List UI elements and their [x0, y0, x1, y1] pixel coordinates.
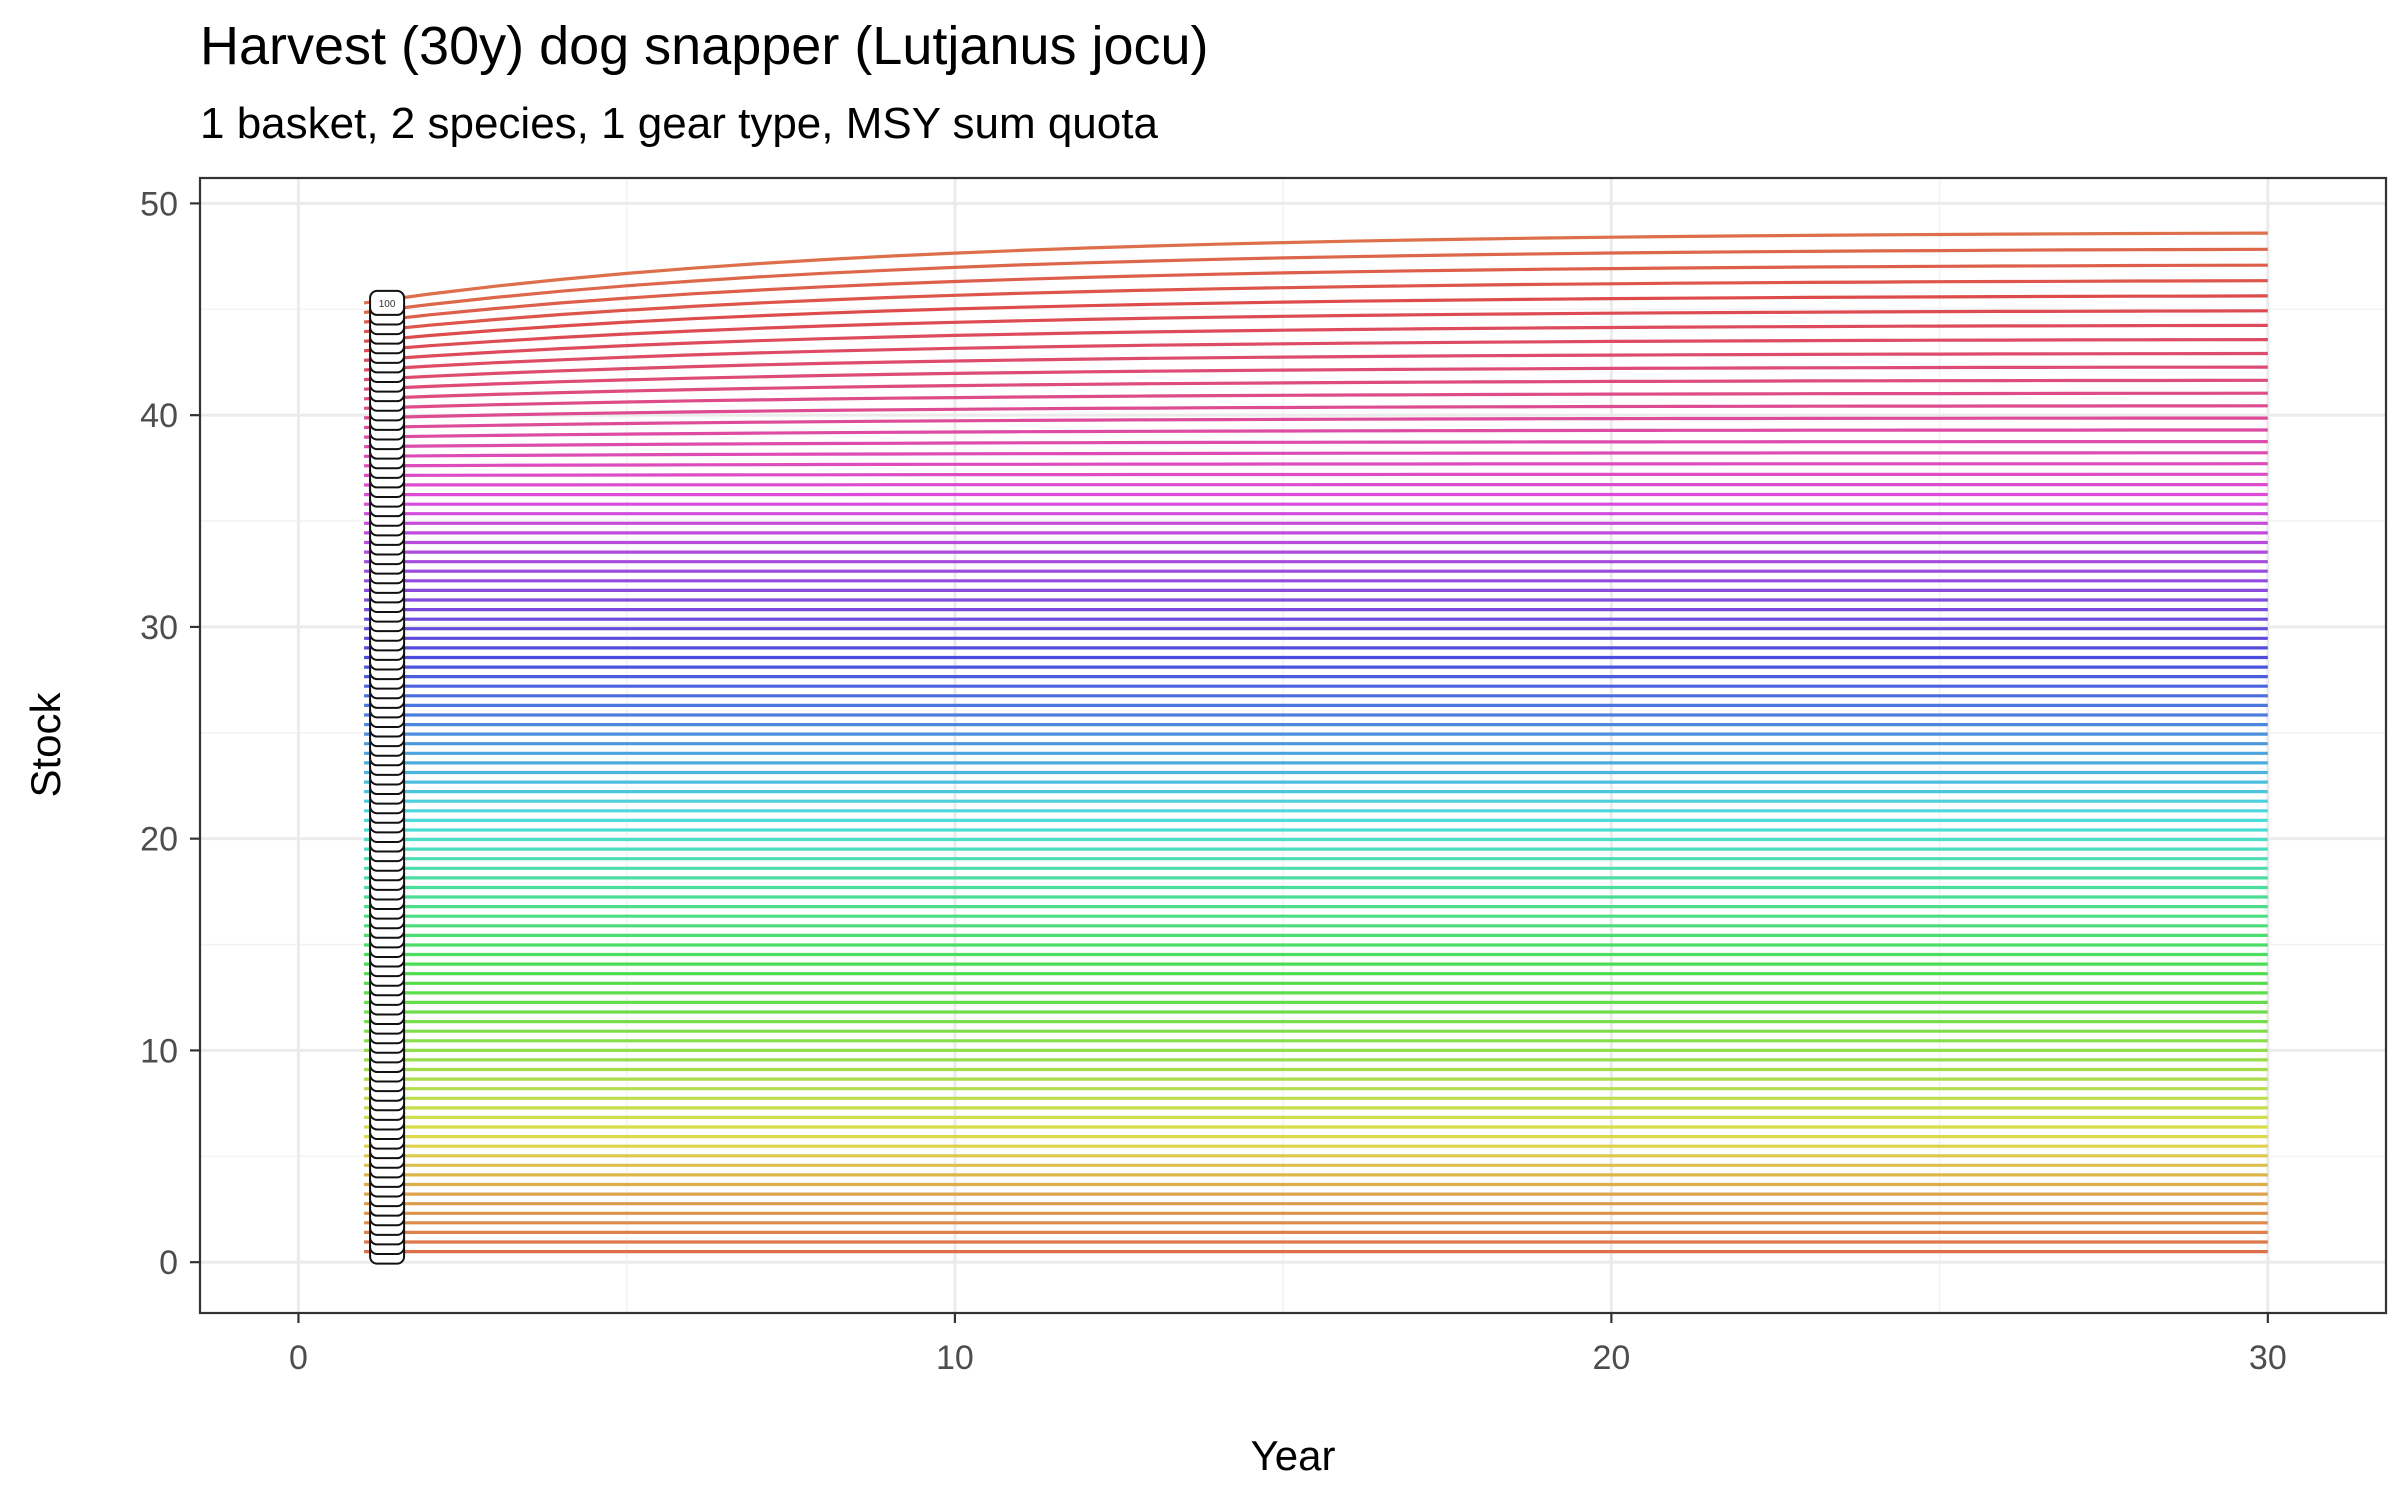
x-tick-label: 10: [936, 1339, 974, 1377]
y-tick-label: 50: [140, 185, 178, 223]
series-line: [363, 279, 2268, 334]
y-tick-label: 40: [140, 397, 178, 435]
y-tick-label: 10: [140, 1032, 178, 1070]
axis-ticks: 0 10 20 30 0 10 20 30 40 50: [140, 185, 2287, 1377]
series-line: [364, 462, 2268, 468]
panel-border: [198, 176, 2388, 1315]
y-tick-label: 20: [140, 821, 178, 859]
chart-title: Harvest (30y) dog snapper (Lutjanus jocu…: [200, 16, 1209, 76]
series-line: [364, 404, 2268, 420]
series-line: [364, 451, 2268, 458]
series-line: [363, 294, 2268, 343]
series-line: [363, 247, 2268, 315]
series-line: [363, 323, 2268, 362]
series-line: [363, 263, 2268, 324]
x-axis-title: Year: [1251, 1432, 1336, 1479]
series-line: [364, 338, 2268, 372]
x-tick-label: 20: [1592, 1339, 1630, 1377]
y-tick-label: 30: [140, 609, 178, 647]
y-axis-title: Stock: [22, 691, 69, 797]
series-line: [364, 378, 2268, 401]
series-label-text: 100: [379, 299, 396, 310]
series-line: [364, 351, 2268, 382]
series-line: [364, 416, 2268, 430]
series-line: [364, 365, 2268, 391]
y-tick-label: 0: [159, 1244, 178, 1282]
series-label-box: [369, 289, 406, 316]
series-line: [363, 231, 2268, 305]
series-lines: [363, 231, 2268, 1254]
series-line: [364, 472, 2268, 477]
chart-subtitle: 1 basket, 2 species, 1 gear type, MSY su…: [200, 99, 1158, 148]
series-line: [364, 391, 2268, 410]
series-line: [363, 309, 2268, 353]
series-line: [364, 440, 2268, 449]
x-tick-label: 30: [2249, 1339, 2287, 1377]
series-line: [364, 428, 2268, 439]
series-labels: 100: [369, 289, 406, 1265]
x-tick-label: 0: [289, 1339, 308, 1377]
